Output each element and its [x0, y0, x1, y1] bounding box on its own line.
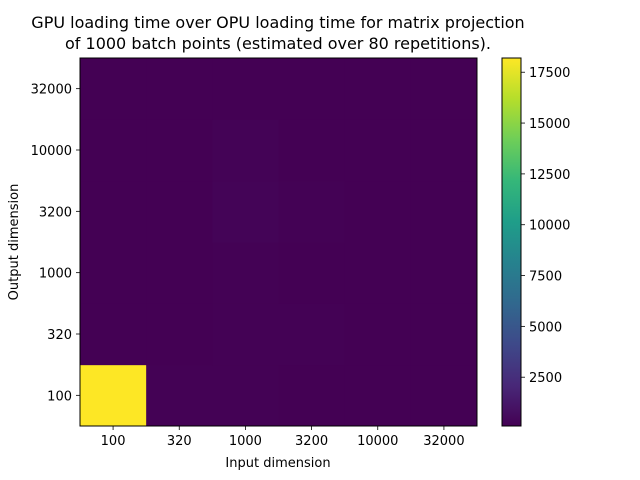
x-tick-label: 10000: [357, 434, 398, 449]
colorbar: [501, 57, 522, 427]
heatmap-cell: [410, 119, 478, 182]
y-tick-label: 100: [47, 389, 72, 404]
heatmap-cell: [278, 303, 346, 366]
y-tick-label: 10000: [31, 144, 72, 159]
heatmap-cell: [146, 119, 213, 182]
heatmap-cell: [80, 119, 147, 182]
heatmap-cell: [212, 303, 279, 366]
heatmap-cell: [344, 58, 412, 120]
heatmap-cell: [80, 364, 147, 427]
heatmap-cell: [212, 242, 279, 304]
heatmap-cell: [80, 180, 147, 243]
heatmap-cell: [146, 58, 213, 120]
x-axis: 100 320 1000 3200 10000 32000: [101, 426, 465, 449]
colorbar-tick-label: 5000: [529, 320, 562, 335]
heatmap-cells: [80, 58, 478, 427]
heatmap-cell: [278, 58, 346, 120]
heatmap-cell: [80, 58, 147, 120]
y-tick-label: 1000: [39, 267, 72, 282]
heatmap-cell: [410, 180, 478, 243]
heatmap-cell: [410, 364, 478, 427]
heatmap-cell: [212, 58, 279, 120]
heatmap-cell: [344, 119, 412, 182]
heatmap-cell: [80, 242, 147, 304]
heatmap-cell: [278, 119, 346, 182]
y-tick-label: 32000: [31, 83, 72, 98]
heatmap-cell: [146, 303, 213, 366]
colorbar-tick-label: 12500: [529, 168, 570, 183]
heatmap-cell: [212, 119, 279, 182]
plot-frame: [79, 57, 478, 427]
x-tick-label: 32000: [423, 434, 464, 449]
heatmap-cell: [146, 180, 213, 243]
heatmap-cell: [344, 364, 412, 427]
colorbar-tick-label: 15000: [529, 117, 570, 132]
chart-title-line2: of 1000 batch points (estimated over 80 …: [65, 34, 491, 53]
x-axis-label: Input dimension: [225, 456, 330, 471]
colorbar-tick-label: 10000: [529, 219, 570, 234]
y-axis-label: Output dimension: [7, 184, 22, 301]
heatmap-cell: [344, 180, 412, 243]
heatmap-cell: [410, 242, 478, 304]
x-tick-label: 100: [101, 434, 126, 449]
heatmap-cell: [80, 303, 147, 366]
heatmap-cell: [212, 180, 279, 243]
y-axis: 100 320 1000 3200 10000 32000: [31, 83, 80, 404]
heatmap-cell: [146, 364, 213, 427]
x-tick-label: 3200: [295, 434, 328, 449]
heatmap-cell: [146, 242, 213, 304]
heatmap-cell: [344, 242, 412, 304]
chart-title-line1: GPU loading time over OPU loading time f…: [31, 13, 524, 32]
heatmap-cell: [410, 58, 478, 120]
heatmap-cell: [410, 303, 478, 366]
colorbar-tick-label: 17500: [529, 66, 570, 81]
x-tick-label: 1000: [229, 434, 262, 449]
heatmap-cell: [278, 364, 346, 427]
y-tick-label: 3200: [39, 205, 72, 220]
heatmap-cell: [278, 242, 346, 304]
heatmap-cell: [212, 364, 279, 427]
y-tick-label: 320: [47, 328, 72, 343]
heatmap-cell: [344, 303, 412, 366]
colorbar-axis: 2500 5000 7500 10000 12500 15000 17500: [521, 66, 570, 386]
x-tick-label: 320: [167, 434, 192, 449]
colorbar-tick-label: 2500: [529, 371, 562, 386]
heatmap-cell: [278, 180, 346, 243]
colorbar-tick-label: 7500: [529, 270, 562, 285]
